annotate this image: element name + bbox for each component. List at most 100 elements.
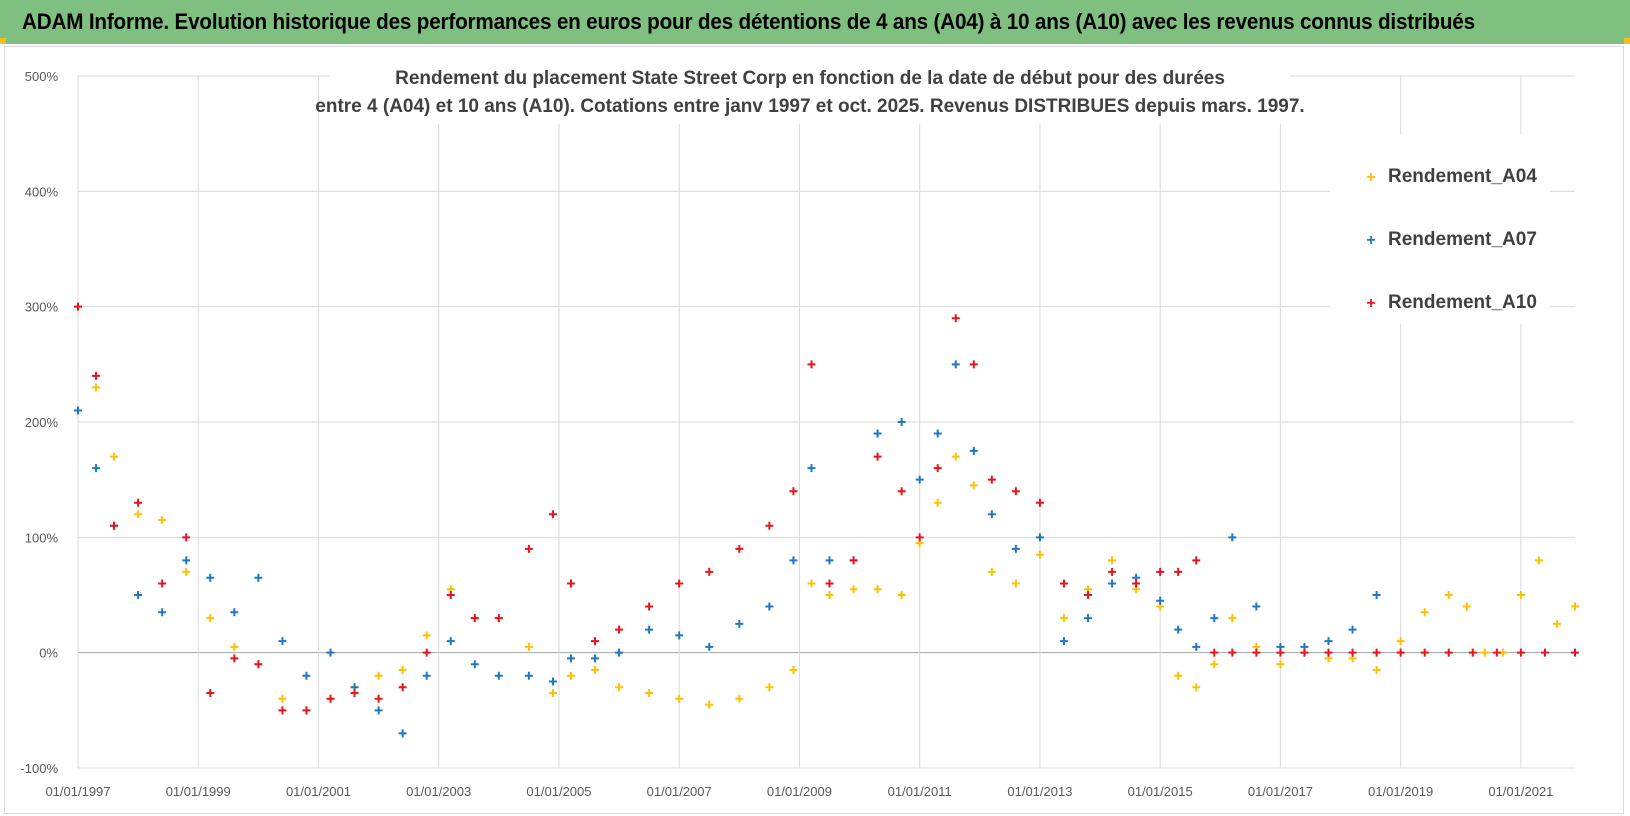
legend-backdrop <box>1330 134 1550 324</box>
data-point <box>969 481 978 490</box>
data-point <box>254 573 263 582</box>
data-point <box>446 591 455 599</box>
data-point <box>134 510 143 519</box>
data-point <box>422 671 431 680</box>
data-point <box>825 591 834 599</box>
data-point <box>254 660 263 669</box>
data-point <box>675 579 684 588</box>
data-point <box>1156 596 1165 605</box>
data-point <box>326 648 335 657</box>
data-point <box>873 429 882 438</box>
series-rendement_a07 <box>74 360 1381 738</box>
data-point <box>1228 614 1237 623</box>
legend-marker-a04: + <box>1366 169 1375 186</box>
legend-marker-a10: + <box>1366 295 1375 312</box>
data-point <box>1059 614 1068 623</box>
data-point <box>398 729 407 738</box>
data-point <box>230 608 239 617</box>
data-point <box>182 533 191 542</box>
x-tick-label: 01/01/2019 <box>1368 784 1433 799</box>
data-point <box>807 464 816 473</box>
data-point <box>374 671 383 680</box>
data-point <box>789 487 798 496</box>
data-point <box>206 614 215 623</box>
report-banner: ADAM Informe. Evolution historique des p… <box>0 0 1630 44</box>
data-point <box>158 516 167 525</box>
data-point <box>951 314 960 323</box>
data-point <box>1035 533 1044 542</box>
data-point <box>1540 648 1549 657</box>
banner-title: ADAM Informe. Evolution historique des p… <box>22 9 1475 34</box>
data-point <box>897 487 906 496</box>
data-point <box>987 567 996 576</box>
data-point <box>897 591 906 599</box>
data-point <box>1228 648 1237 657</box>
data-point <box>645 602 654 611</box>
data-point <box>566 671 575 680</box>
data-point <box>1276 660 1285 669</box>
data-point <box>849 556 858 565</box>
data-point <box>825 556 834 565</box>
data-point <box>158 579 167 588</box>
data-point <box>915 475 924 484</box>
banner-corner-left <box>0 38 6 44</box>
data-point <box>1011 544 1020 553</box>
data-point <box>374 706 383 715</box>
data-point <box>278 637 287 646</box>
data-point <box>1552 619 1561 628</box>
data-point <box>1059 637 1068 646</box>
chart-title-line-2: entre 4 (A04) et 10 ans (A10). Cotations… <box>315 96 1304 117</box>
data-point <box>1534 556 1543 565</box>
data-point <box>326 694 335 703</box>
data-point <box>1228 533 1237 542</box>
data-point <box>675 631 684 640</box>
x-tick-label: 01/01/2003 <box>406 784 471 799</box>
data-point <box>134 591 143 599</box>
data-point <box>278 694 287 703</box>
data-point <box>1462 602 1471 611</box>
x-tick-label: 01/01/2015 <box>1128 784 1193 799</box>
data-point <box>987 475 996 484</box>
data-point <box>566 654 575 663</box>
data-point <box>873 452 882 461</box>
data-point <box>524 544 533 553</box>
data-point <box>548 689 557 698</box>
data-point <box>1444 591 1453 599</box>
data-point <box>705 700 714 709</box>
data-point <box>1108 556 1117 565</box>
data-point <box>951 452 960 461</box>
data-point <box>1348 648 1357 657</box>
data-point <box>1011 487 1020 496</box>
data-point <box>470 614 479 623</box>
data-point <box>789 665 798 674</box>
data-point <box>92 371 101 380</box>
data-point <box>92 383 101 392</box>
data-point <box>1420 608 1429 617</box>
data-point <box>1252 648 1261 657</box>
data-point <box>1571 648 1579 657</box>
data-point <box>92 464 101 473</box>
data-point <box>1372 665 1381 674</box>
banner-corner-right <box>1624 38 1630 44</box>
data-point <box>987 510 996 519</box>
data-point <box>897 418 906 426</box>
data-point <box>1571 602 1579 611</box>
data-point <box>615 648 624 657</box>
data-point <box>158 608 167 617</box>
data-point <box>825 579 834 588</box>
data-point <box>1252 602 1261 611</box>
x-tick-label: 01/01/2011 <box>888 784 952 799</box>
y-tick-label: -100% <box>20 761 58 776</box>
data-point <box>1174 671 1183 680</box>
data-point <box>1516 648 1525 657</box>
data-point <box>1084 591 1093 599</box>
data-point <box>182 556 191 565</box>
data-point <box>1348 625 1357 634</box>
data-point <box>566 579 575 588</box>
data-point <box>278 706 287 715</box>
data-point <box>1156 567 1165 576</box>
data-point <box>1480 648 1489 657</box>
data-point <box>735 694 744 703</box>
data-point <box>548 510 557 519</box>
data-point <box>1276 648 1285 657</box>
